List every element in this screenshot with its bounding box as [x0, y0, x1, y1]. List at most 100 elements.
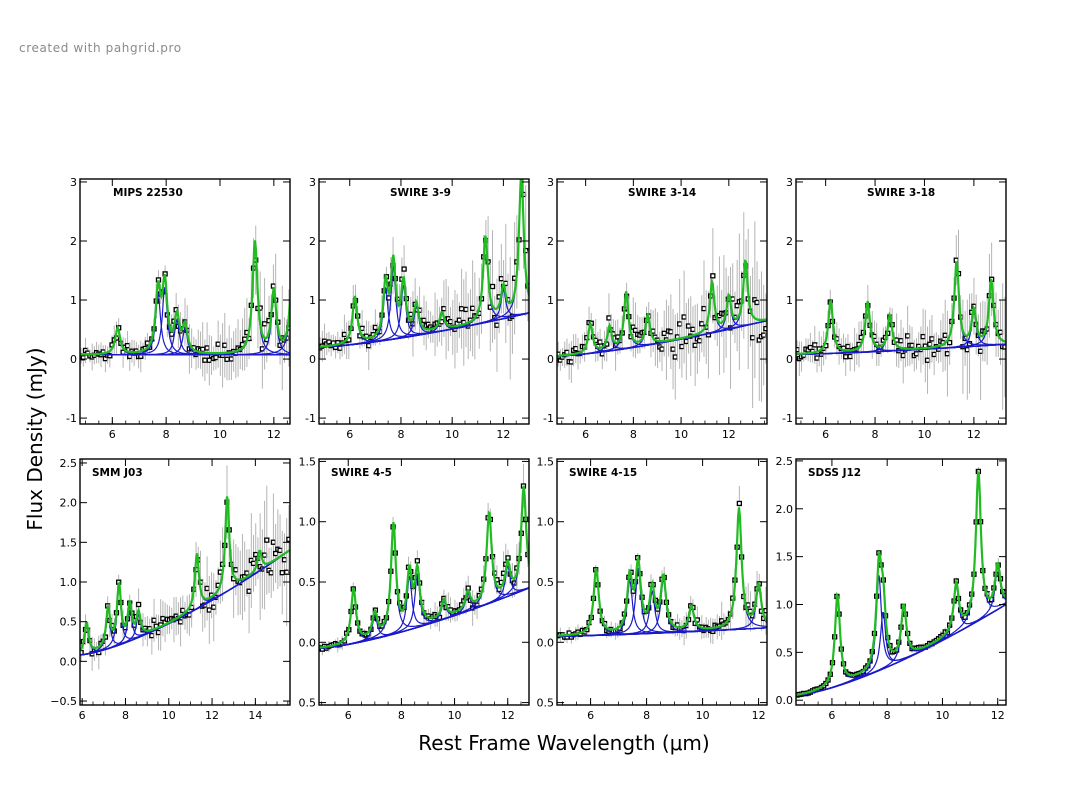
data-point: [997, 329, 1004, 335]
panel-title: SWIRE 4-5: [331, 467, 392, 479]
data-point: [233, 567, 239, 573]
data-point: [458, 306, 465, 312]
data-point: [246, 588, 252, 594]
data-point: [814, 355, 820, 361]
data-point: [213, 354, 219, 361]
x-tick-label: 8: [398, 709, 405, 722]
y-tick-label: -1: [543, 412, 554, 425]
plot-area: [557, 485, 767, 646]
data-point: [372, 324, 379, 331]
feature-component: [557, 585, 767, 637]
data-point: [701, 305, 707, 312]
data-point: [151, 617, 157, 623]
data-point: [606, 315, 612, 321]
plot-area: [796, 229, 1006, 410]
data-point: [661, 330, 667, 337]
data-point: [927, 341, 933, 347]
x-tick-label: 10: [696, 709, 710, 722]
data-point: [685, 323, 692, 329]
y-tick-label: 0: [786, 353, 793, 366]
data-point: [568, 359, 575, 365]
data-point: [286, 536, 290, 543]
panel-frame: [795, 458, 1007, 706]
y-tick-label: 2: [547, 235, 554, 248]
data-point: [281, 557, 288, 563]
data-point: [964, 347, 970, 353]
x-tick-label: 8: [122, 709, 129, 722]
data-point: [710, 273, 716, 279]
data-point: [573, 345, 579, 352]
data-point: [155, 629, 162, 636]
x-tick-label: 10: [162, 709, 176, 722]
data-point: [754, 299, 760, 306]
y-tick-label: 1: [786, 294, 793, 307]
x-tick-label: 12: [501, 709, 515, 722]
y-tick-label: 1.0: [299, 516, 317, 529]
data-point: [222, 342, 228, 348]
x-tick-label: 6: [345, 709, 352, 722]
data-point: [692, 342, 698, 348]
data-point: [736, 500, 743, 507]
x-tick-label: 6: [587, 709, 594, 722]
panel-title: SDSS J12: [808, 467, 861, 479]
panel-8: 6 8 10 12 0.0 0.5 1.0 1.5 2.0 2.5 SDSS J12: [776, 455, 1007, 722]
x-tick-label: 6: [109, 428, 116, 441]
data-point: [900, 352, 906, 359]
plot-area: [80, 225, 290, 391]
data-point: [414, 558, 421, 564]
x-tick-label: 12: [722, 428, 736, 441]
x-tick-label: 10: [917, 428, 931, 441]
x-tick-label: 10: [674, 428, 688, 441]
y-tick-label: 1.5: [299, 455, 317, 468]
feature-component: [796, 280, 1006, 355]
y-tick-label: 0.5: [299, 697, 317, 710]
x-tick-label: 12: [496, 428, 510, 441]
y-tick-label: 0.5: [776, 646, 794, 659]
data-point: [244, 570, 250, 576]
data-point: [677, 321, 683, 327]
data-point: [264, 537, 270, 543]
panel-frame: [795, 178, 1007, 425]
data-point: [920, 333, 926, 340]
data-point: [204, 345, 210, 351]
feature-component: [796, 565, 1006, 696]
data-point: [904, 333, 911, 339]
x-tick-label: 8: [643, 709, 650, 722]
data-point: [730, 296, 736, 302]
panel-frame: [79, 458, 291, 706]
data-point: [224, 356, 230, 362]
x-tick-label: 10: [445, 428, 459, 441]
x-tick-label: 12: [991, 709, 1005, 722]
total-fit-line: [796, 260, 1006, 355]
y-tick-label: 1: [309, 294, 316, 307]
data-point: [494, 322, 500, 328]
x-tick-label: 12: [205, 709, 219, 722]
data-point: [261, 552, 268, 558]
data-point: [672, 354, 678, 360]
y-tick-label: 0: [309, 353, 316, 366]
x-tick-label: 10: [935, 709, 949, 722]
total-fit-line: [319, 179, 529, 348]
data-point: [761, 332, 767, 338]
data-point: [632, 327, 639, 333]
data-point: [279, 570, 285, 576]
panel-7: 6 8 10 12 0.5 0.0 0.5 1.0 1.5 SWIRE 4-15: [537, 455, 768, 722]
data-point: [519, 151, 523, 155]
data-point: [659, 346, 665, 352]
panel-frame: [556, 178, 768, 425]
data-point: [847, 353, 853, 360]
y-tick-label: −0.5: [50, 695, 77, 708]
plot-area: [796, 466, 1006, 698]
y-tick-label: 0.0: [537, 636, 555, 649]
data-point: [670, 346, 676, 352]
y-tick-label: 3: [309, 176, 316, 189]
y-tick-label: 2.5: [776, 455, 794, 468]
data-point: [690, 326, 696, 333]
data-point: [135, 601, 142, 608]
y-tick-label: 0.5: [299, 576, 317, 589]
panel-title: SWIRE 3-9: [390, 187, 451, 199]
data-point: [489, 283, 496, 290]
x-tick-label: 6: [582, 428, 589, 441]
feature-component: [557, 261, 767, 357]
